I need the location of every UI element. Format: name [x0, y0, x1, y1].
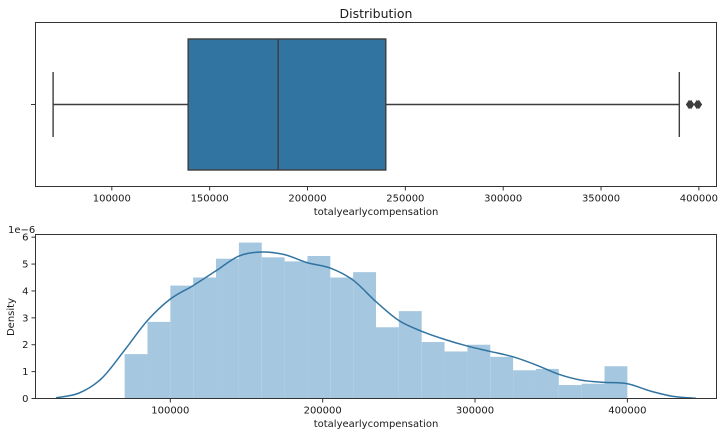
- histogram-x-tick-label: 300000: [456, 406, 494, 417]
- histogram-bar: [307, 256, 331, 399]
- boxplot-x-tick-label: 250000: [386, 194, 424, 205]
- histogram-bar: [581, 383, 605, 399]
- histogram-bar: [170, 285, 194, 399]
- histogram-bar: [558, 385, 582, 399]
- histogram-frame: [35, 234, 717, 399]
- histogram-y-ticks: 0 1 2 3 4 5 6: [22, 233, 36, 405]
- boxplot-x-axis-label: totalyearlycompensation: [314, 207, 439, 218]
- histogram-bar: [376, 327, 399, 399]
- boxplot-box: [187, 38, 387, 171]
- boxplot-title: Distribution: [340, 6, 413, 21]
- histogram-bar: [513, 370, 536, 399]
- histogram-bar: [398, 311, 422, 399]
- boxplot-x-tick-label: 300000: [484, 194, 522, 205]
- histogram-y-tick-label: 6: [22, 233, 28, 244]
- histogram-y-tick-label: 0: [22, 394, 28, 405]
- kde-curve: [55, 251, 696, 399]
- histogram-offset-label: 1e−6: [8, 225, 35, 236]
- histogram-y-tick-label: 3: [22, 313, 28, 324]
- histogram-bar: [193, 277, 217, 399]
- boxplot-x-tick-label: 200000: [288, 194, 326, 205]
- boxplot-x-ticks: 100000 150000 200000 250000 300000 350000 4000…: [93, 186, 718, 205]
- histogram-bar: [421, 342, 445, 399]
- histogram-x-tick-label: 100000: [151, 406, 189, 417]
- histogram-panel: 100000 200000 300000 400000 0 1 2 3 4 5 6 1e−6 De…: [6, 225, 717, 430]
- histogram-bar: [444, 351, 468, 399]
- boxplot-x-tick-label: 350000: [582, 194, 620, 205]
- histogram-bar: [330, 277, 354, 399]
- histogram-y-axis-label: Density: [6, 298, 17, 336]
- histogram-bar: [535, 368, 559, 399]
- histogram-bar: [124, 354, 148, 399]
- histogram-x-axis-label: totalyearlycompensation: [314, 419, 439, 430]
- histogram-x-ticks: 100000 200000 300000 400000: [151, 398, 646, 417]
- histogram-bar: [353, 272, 376, 399]
- histogram-bar: [261, 257, 285, 399]
- boxplot-outlier: [695, 99, 703, 110]
- boxplot-marks: [52, 38, 703, 171]
- histogram-bar: [147, 321, 171, 399]
- histogram-x-tick-label: 200000: [304, 406, 342, 417]
- histogram-bar: [467, 344, 491, 399]
- histogram-y-tick-label: 4: [22, 286, 28, 297]
- boxplot-panel: Distribution 100000 150000 200000 250000 300…: [31, 6, 718, 218]
- histogram-y-tick-label: 2: [22, 340, 28, 351]
- boxplot-x-tick-label: 100000: [93, 194, 131, 205]
- histogram-x-tick-label: 400000: [608, 406, 646, 417]
- boxplot-x-tick-label: 150000: [191, 194, 229, 205]
- histogram-bar: [490, 356, 514, 399]
- histogram-bar: [238, 242, 262, 399]
- histogram-y-tick-label: 1: [22, 367, 28, 378]
- boxplot-outlier: [687, 99, 695, 110]
- histogram-bar: [216, 258, 239, 399]
- boxplot-x-tick-label: 400000: [680, 194, 718, 205]
- histogram-bars: [124, 242, 628, 399]
- histogram-y-tick-label: 5: [22, 260, 28, 271]
- histogram-bar: [284, 261, 308, 399]
